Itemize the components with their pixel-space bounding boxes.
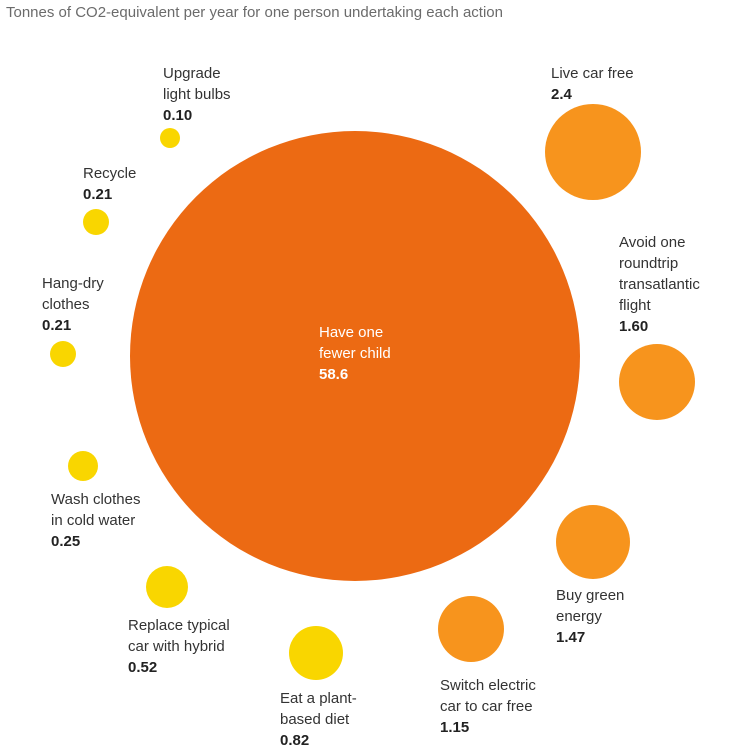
bubble-label: Wash clothes bbox=[51, 491, 140, 508]
bubble-label: Buy green bbox=[556, 587, 624, 604]
bubble-item: Switch electric car to car free 1.15 bbox=[438, 596, 536, 736]
bubble-item: Live car free 2.4 bbox=[545, 65, 641, 200]
bubble-label: car with hybrid bbox=[128, 638, 225, 655]
bubble bbox=[545, 104, 641, 200]
bubble-label: roundtrip bbox=[619, 255, 678, 272]
bubble bbox=[130, 131, 580, 581]
bubble-label: Avoid one bbox=[619, 234, 685, 251]
bubble-label: Hang-dry bbox=[42, 275, 104, 292]
bubble-value: 1.15 bbox=[440, 719, 469, 736]
bubble bbox=[50, 341, 76, 367]
bubble bbox=[619, 344, 695, 420]
bubble-value: 58.6 bbox=[319, 366, 348, 383]
bubble-value: 0.82 bbox=[280, 732, 309, 749]
bubble-item: Wash clothes in cold water 0.25 bbox=[51, 451, 140, 550]
bubble-value: 0.25 bbox=[51, 533, 80, 550]
bubble-label: flight bbox=[619, 297, 652, 314]
bubble-item: Buy green energy 1.47 bbox=[556, 505, 630, 646]
bubble-label: car to car free bbox=[440, 698, 533, 715]
bubble-item: Replace typical car with hybrid 0.52 bbox=[128, 566, 230, 676]
bubble-value: 1.60 bbox=[619, 318, 648, 335]
bubble-label: transatlantic bbox=[619, 276, 700, 293]
bubble-item: Hang-dry clothes 0.21 bbox=[42, 275, 104, 367]
bubble-label: clothes bbox=[42, 296, 90, 313]
bubble-item: Avoid one roundtrip transatlantic flight 1.6… bbox=[619, 234, 700, 420]
bubble bbox=[68, 451, 98, 481]
bubble-label: Replace typical bbox=[128, 617, 230, 634]
bubble-value: 2.4 bbox=[551, 86, 573, 103]
bubble-item: Recycle 0.21 bbox=[83, 165, 136, 235]
bubble-value: 0.21 bbox=[83, 186, 112, 203]
bubble-label: energy bbox=[556, 608, 602, 625]
bubble-label: Switch electric bbox=[440, 677, 536, 694]
bubble bbox=[83, 209, 109, 235]
bubble bbox=[556, 505, 630, 579]
bubble-item: Eat a plant-based diet 0.82 bbox=[280, 626, 357, 749]
bubble bbox=[160, 128, 180, 148]
bubble-label: light bulbs bbox=[163, 86, 231, 103]
bubble-value: 0.21 bbox=[42, 317, 71, 334]
bubble-label: Have one bbox=[319, 324, 383, 341]
bubble-label: Upgrade bbox=[163, 65, 221, 82]
bubble-label: in cold water bbox=[51, 512, 135, 529]
bubble bbox=[289, 626, 343, 680]
bubble-item: Have one fewer child 58.6 bbox=[130, 131, 580, 581]
bubble bbox=[438, 596, 504, 662]
bubble-label: Recycle bbox=[83, 165, 136, 182]
bubble-label: based diet bbox=[280, 711, 350, 728]
chart-subtitle: Tonnes of CO2-equivalent per year for on… bbox=[6, 4, 503, 21]
bubble-value: 0.10 bbox=[163, 107, 192, 124]
bubble-label: fewer child bbox=[319, 345, 391, 362]
bubble bbox=[146, 566, 188, 608]
bubble-value: 1.47 bbox=[556, 629, 585, 646]
bubble-value: 0.52 bbox=[128, 659, 157, 676]
bubble-label: Live car free bbox=[551, 65, 634, 82]
bubble-item: Upgrade light bulbs 0.10 bbox=[160, 65, 231, 148]
bubble-label: Eat a plant- bbox=[280, 690, 357, 707]
